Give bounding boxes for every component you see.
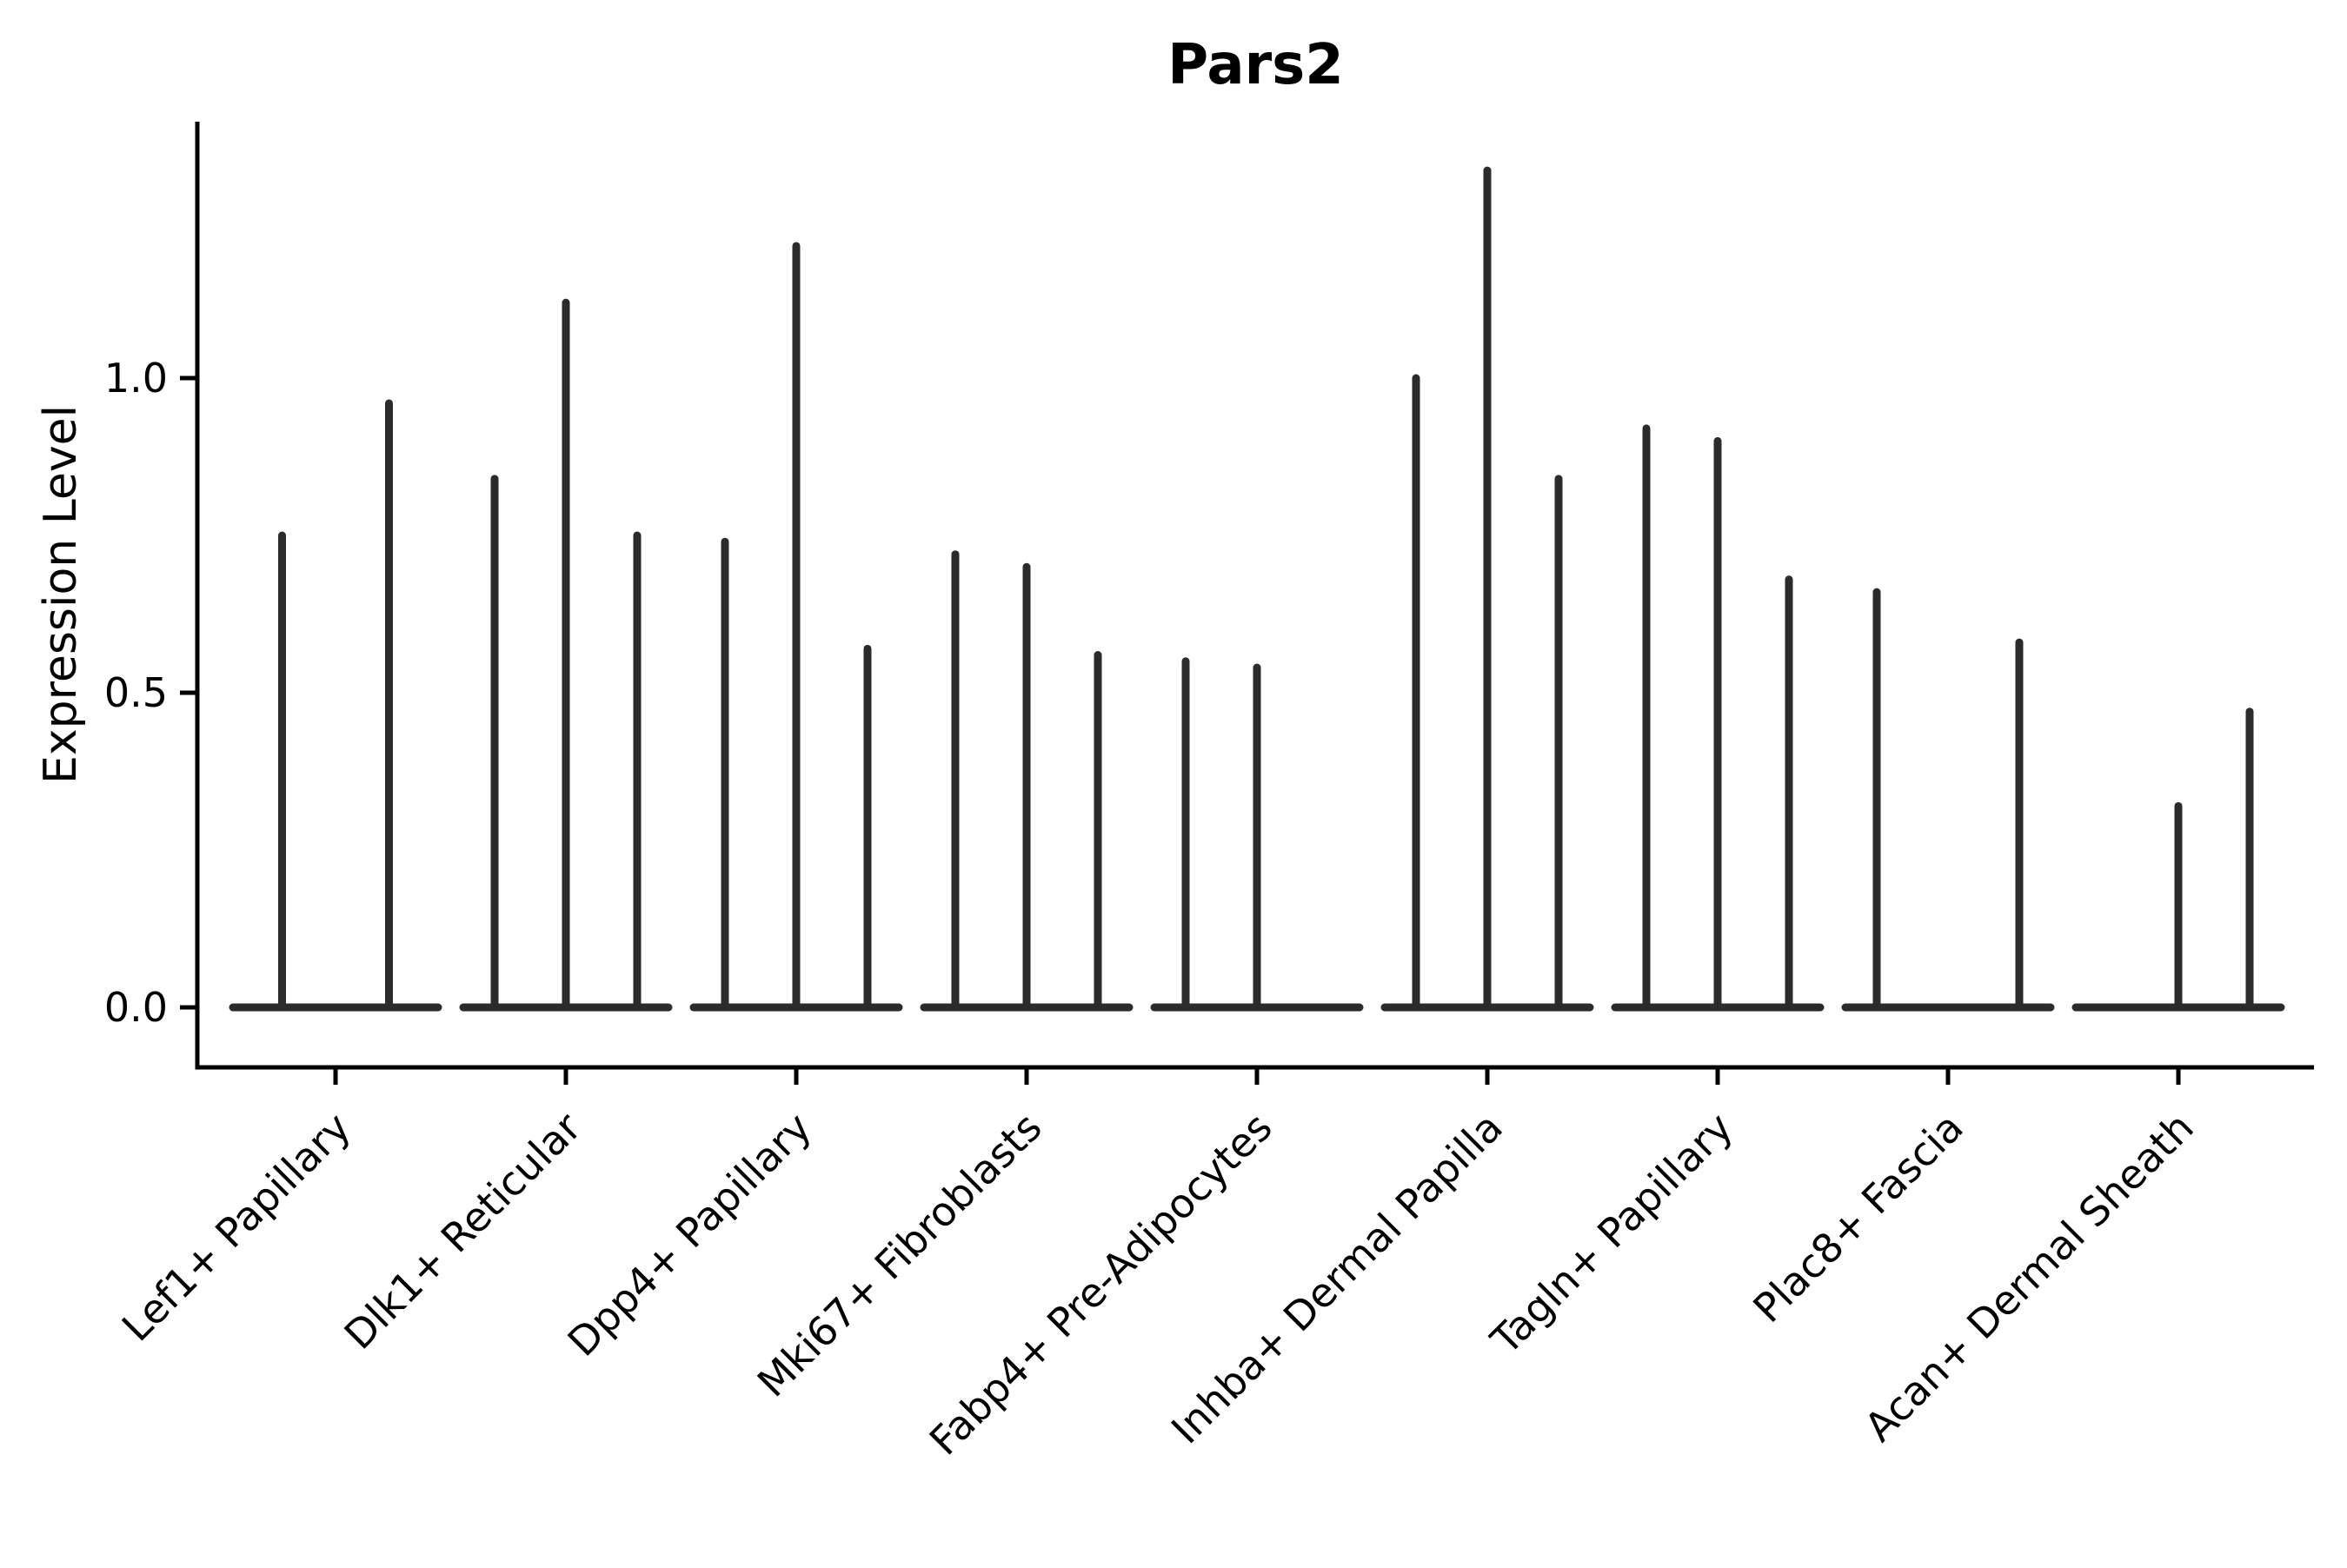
- y-tick-label: 0.5: [104, 669, 168, 716]
- x-tick-label: Tagln+ Papillary: [1481, 1104, 1742, 1365]
- x-tick-label: Dpp4+ Papillary: [559, 1104, 821, 1365]
- x-tick-label: Lef1+ Papillary: [113, 1104, 360, 1351]
- y-axis-title: Expression Level: [35, 404, 87, 785]
- chart-title: Pars2: [1167, 33, 1344, 97]
- x-tick-label: Dlk1+ Reticular: [336, 1104, 590, 1359]
- y-tick-label: 0.0: [104, 984, 168, 1031]
- y-tick-label: 1.0: [104, 355, 168, 402]
- x-tick-label: Plac8+ Fascia: [1744, 1104, 1971, 1332]
